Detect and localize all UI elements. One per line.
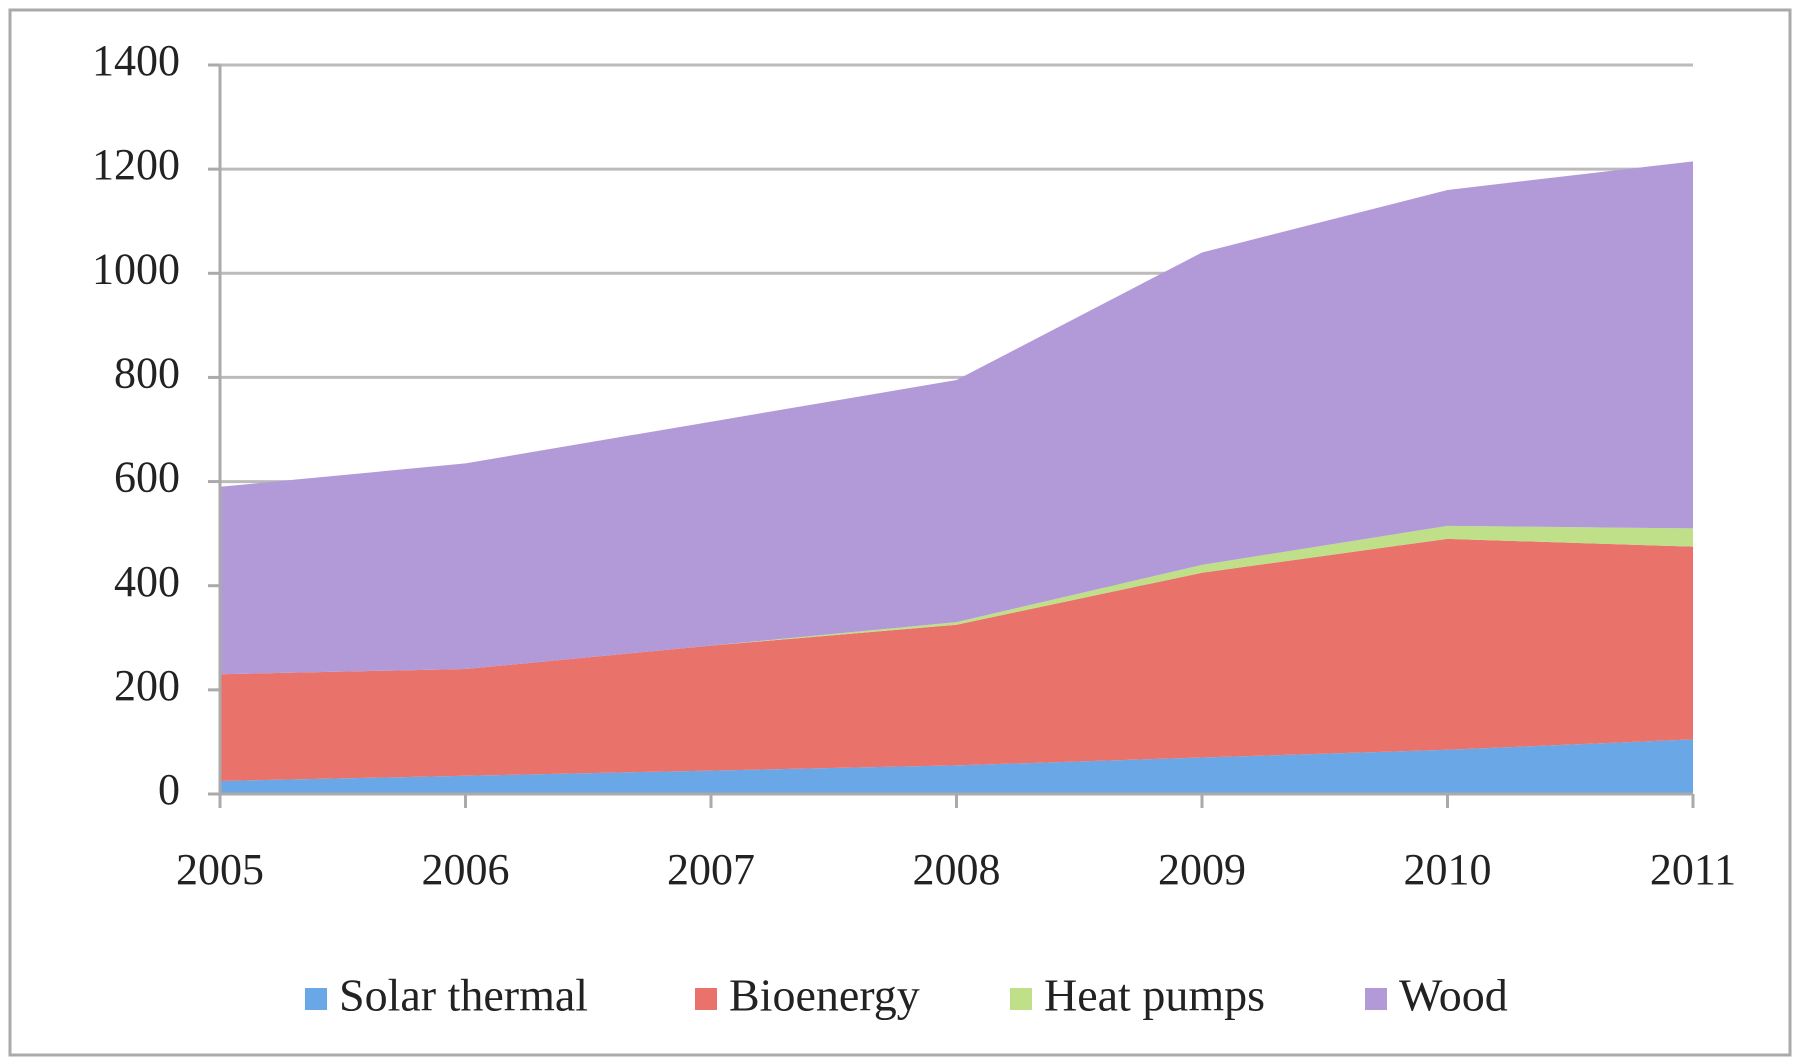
x-tick-label: 2008 xyxy=(913,845,1001,894)
legend-swatch xyxy=(305,988,327,1010)
legend-label: Wood xyxy=(1399,970,1508,1021)
y-tick-label: 400 xyxy=(114,557,180,606)
x-tick-label: 2010 xyxy=(1404,845,1492,894)
legend-swatch xyxy=(1365,988,1387,1010)
y-tick-label: 1000 xyxy=(92,244,180,293)
y-tick-label: 800 xyxy=(114,349,180,398)
x-tick-label: 2011 xyxy=(1650,845,1736,894)
legend-swatch xyxy=(695,988,717,1010)
x-tick-label: 2006 xyxy=(422,845,510,894)
y-tick-label: 0 xyxy=(158,765,180,814)
y-tick-label: 600 xyxy=(114,453,180,502)
legend: Solar thermal Bioenergy Heat pumps Wood xyxy=(305,970,1508,1021)
y-tick-label: 200 xyxy=(114,661,180,710)
legend-label: Bioenergy xyxy=(729,970,920,1021)
area xyxy=(220,161,1693,675)
area xyxy=(220,538,1693,781)
x-tick-label: 2009 xyxy=(1158,845,1246,894)
areas xyxy=(220,161,1693,794)
y-tick-label: 1200 xyxy=(92,140,180,189)
legend-label: Heat pumps xyxy=(1044,970,1265,1021)
y-tick-label: 1400 xyxy=(92,36,180,85)
legend-label: Solar thermal xyxy=(339,970,588,1021)
area xyxy=(220,525,1693,675)
area xyxy=(220,739,1693,794)
legend-swatch xyxy=(1010,988,1032,1010)
x-tick-label: 2007 xyxy=(667,845,755,894)
x-tick-label: 2005 xyxy=(176,845,264,894)
